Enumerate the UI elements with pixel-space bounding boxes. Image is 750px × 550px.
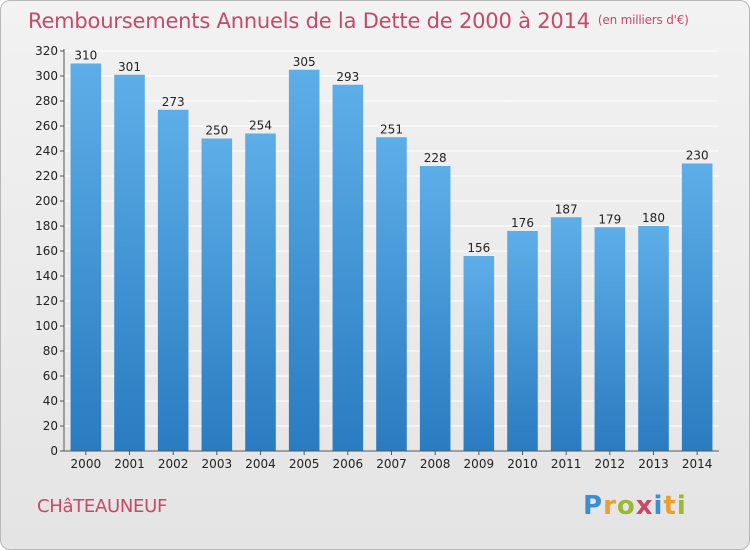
- bar-value-label: 180: [642, 211, 665, 225]
- bar: [376, 137, 407, 451]
- y-tick-label: 80: [43, 344, 58, 358]
- chart-title: Remboursements Annuels de la Dette de 20…: [28, 9, 689, 33]
- y-tick-label: 120: [35, 294, 58, 308]
- bar: [201, 138, 233, 451]
- title-text: Remboursements Annuels de la Dette de 20…: [28, 9, 590, 33]
- bar: [157, 109, 189, 451]
- x-tick-label: 2013: [638, 457, 669, 471]
- y-tick-label: 320: [35, 44, 58, 58]
- axes: [60, 49, 719, 455]
- title-unit: (en milliers d'€): [597, 13, 689, 27]
- logo-letter: o: [616, 491, 636, 521]
- x-tick-label: 2012: [595, 457, 626, 471]
- x-tick-label: 2005: [289, 457, 320, 471]
- proxiti-logo[interactable]: Proxiti: [583, 491, 687, 521]
- y-tick-label: 180: [35, 219, 58, 233]
- x-tick-label: 2008: [420, 457, 451, 471]
- bar-value-label: 254: [249, 119, 272, 133]
- labels: 0 20 40 60 80 100 120 140 160 180 200 220 240 260 280 3…: [35, 44, 712, 471]
- commune-name: CHâTEAUNEUF: [37, 496, 168, 517]
- x-tick-label: 2007: [376, 457, 407, 471]
- y-tick-label: 140: [35, 269, 58, 283]
- bar: [594, 227, 626, 451]
- logo-letter: i: [653, 491, 664, 521]
- x-tick-label: 2011: [551, 457, 582, 471]
- bar: [550, 217, 582, 451]
- bar: [332, 84, 364, 451]
- bar-value-label: 176: [511, 216, 534, 230]
- bar-value-label: 230: [686, 149, 709, 163]
- bar: [70, 63, 102, 451]
- bar-value-label: 250: [205, 124, 228, 138]
- logo-letter: P: [583, 491, 604, 521]
- bars: [70, 63, 713, 451]
- x-tick-label: 2014: [682, 457, 713, 471]
- bar: [681, 163, 713, 451]
- bar: [463, 256, 495, 451]
- y-tick-label: 200: [35, 194, 58, 208]
- y-tick-label: 100: [35, 319, 58, 333]
- y-tick-label: 20: [43, 419, 58, 433]
- bar: [114, 74, 145, 451]
- bar-value-label: 273: [162, 95, 185, 109]
- x-tick-label: 2009: [464, 457, 495, 471]
- y-tick-label: 300: [35, 69, 58, 83]
- y-tick-label: 260: [35, 119, 58, 133]
- x-tick-label: 2003: [202, 457, 233, 471]
- x-tick-label: 2002: [158, 457, 189, 471]
- x-tick-label: 2006: [333, 457, 364, 471]
- bar: [419, 166, 451, 451]
- bar-value-label: 179: [598, 212, 621, 226]
- bar-value-label: 310: [74, 49, 97, 63]
- bar-value-label: 228: [424, 151, 447, 165]
- y-tick-label: 280: [35, 94, 58, 108]
- x-tick-label: 2004: [245, 457, 276, 471]
- bar-value-label: 293: [336, 70, 359, 84]
- bar: [507, 231, 538, 451]
- bar-value-label: 187: [555, 202, 578, 216]
- y-tick-label: 220: [35, 169, 58, 183]
- bar: [245, 133, 276, 451]
- bar: [288, 69, 320, 451]
- logo-letter: x: [635, 491, 654, 521]
- y-tick-label: 0: [50, 444, 58, 458]
- x-tick-label: 2001: [114, 457, 145, 471]
- x-tick-label: 2010: [507, 457, 538, 471]
- logo-letter: t: [663, 491, 677, 521]
- y-tick-label: 240: [35, 144, 58, 158]
- x-tick-label: 2000: [71, 457, 102, 471]
- bar: [638, 226, 669, 451]
- y-tick-label: 40: [43, 394, 58, 408]
- bar-value-label: 305: [293, 55, 316, 69]
- logo-letter: i: [676, 491, 687, 521]
- bar-value-label: 251: [380, 122, 403, 136]
- logo-letter: r: [603, 491, 617, 521]
- y-tick-label: 60: [43, 369, 58, 383]
- bar-value-label: 156: [467, 241, 490, 255]
- y-tick-label: 160: [35, 244, 58, 258]
- bar-value-label: 301: [118, 60, 141, 74]
